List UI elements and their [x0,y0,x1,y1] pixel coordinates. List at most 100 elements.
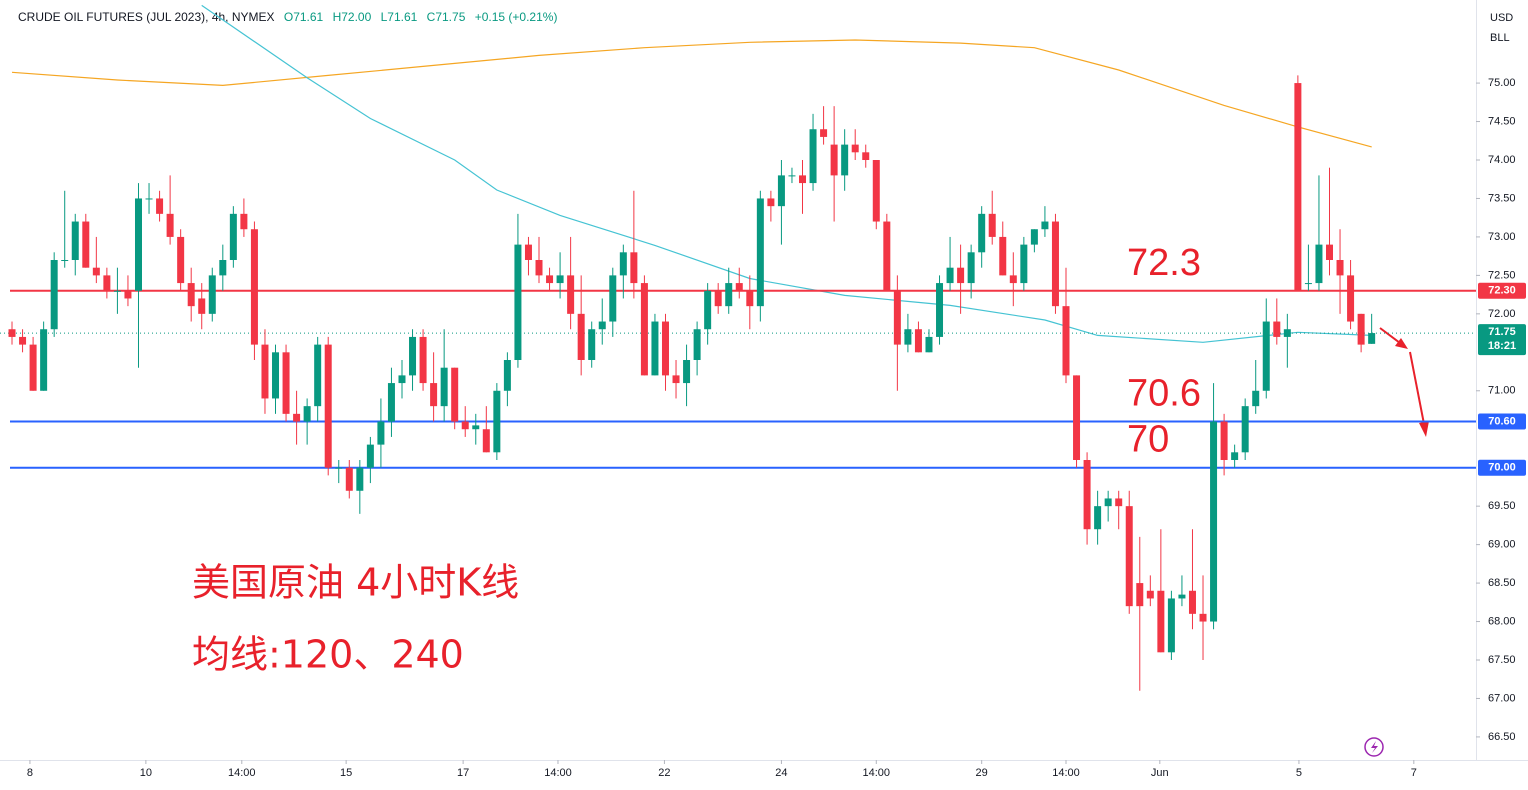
candle-body [92,267,100,276]
last-price-tag [1478,324,1526,356]
candle-body [1262,321,1270,391]
candle-body [1357,313,1365,345]
candle-body [809,129,817,184]
candle-body [29,344,37,391]
candle-body [324,344,332,468]
candle-body [683,360,691,384]
y-tick-label: 67.50 [1488,654,1516,666]
candle-body [1252,390,1260,407]
candle-body [1167,598,1175,653]
candle-body [672,375,680,384]
candle-body [777,175,785,207]
y-tick-label: 68.00 [1488,615,1516,627]
y-tick-label: 69.00 [1488,539,1516,551]
candle-body [503,360,511,391]
candle-body [820,129,828,137]
x-tick-label: 14:00 [228,767,256,779]
x-tick-label: 10 [140,767,152,779]
candle-body [936,283,944,337]
candle-body [830,144,838,176]
level-tag-label: 72.30 [1488,285,1516,297]
candle-body [767,198,775,207]
candle-body [1020,244,1028,284]
header-value: +0.15 (+0.21%) [475,10,558,24]
candle-body [187,283,195,307]
y-tick-label: 72.00 [1488,308,1516,320]
candle-body [799,175,807,184]
candle-body [577,313,585,360]
candle-body [1125,506,1133,607]
x-tick-label: 7 [1411,767,1417,779]
level-tag [1478,413,1526,430]
replay-icon[interactable] [1364,737,1384,757]
candle-body [967,252,975,284]
candle-body [1062,306,1070,376]
candle-body [862,152,870,160]
candle-body [493,390,501,453]
x-tick-label: 22 [658,767,670,779]
candle-body [978,213,986,253]
candle-body [398,375,406,384]
candle-body [651,321,659,376]
y-tick-label: 75.00 [1488,77,1516,89]
candle-body [1115,498,1123,507]
candle-body [1231,452,1239,460]
candle-body [999,236,1007,276]
arrow [1379,327,1429,437]
candle-body [619,252,627,276]
candle-body [356,467,364,491]
y-tick-label: 71.00 [1488,385,1516,397]
candle-body [240,213,248,230]
y-tick-label: 68.50 [1488,577,1516,589]
x-tick-label: 14:00 [544,767,572,779]
header-title: CRUDE OIL FUTURES (JUL 2023), 4h, NYMEX [18,10,275,24]
y-tick-label: 66.50 [1488,731,1516,743]
countdown: 18:21 [1488,340,1516,352]
candle-body [261,344,269,399]
candle-body [925,336,933,353]
candle-body [1188,590,1196,614]
candle-body [546,275,554,284]
candle-body [1336,260,1344,276]
y-tick-label: 73.50 [1488,192,1516,204]
candle-body [914,329,922,353]
unit: BLL [1490,32,1510,44]
candle-body [567,275,575,314]
y-tick-label: 67.00 [1488,692,1516,704]
candle-body [851,144,859,153]
level-tag [1478,282,1526,299]
candle-body [598,321,606,330]
candle-body [1199,613,1207,622]
candle-body [440,367,448,407]
candle-body [1146,590,1154,599]
candle-body [704,290,712,330]
candle-body [208,275,216,314]
candle-body [293,413,301,422]
candle-body [1241,406,1249,453]
candle-body [451,367,459,422]
candle-body [482,429,490,453]
candle-body [988,213,996,237]
candle-body [1051,221,1059,307]
candle-body [219,260,227,276]
candle-body [746,290,754,307]
candle-body [156,198,164,214]
candle-body [387,383,395,422]
y-tick-label: 74.00 [1488,154,1516,166]
candle-body [1094,506,1102,530]
candle-body [314,344,322,407]
x-tick-label: 17 [457,767,469,779]
candle-body [50,260,58,330]
candle-body [640,283,648,376]
candle-body [124,290,132,299]
candle-body [103,275,111,291]
candle-body [303,406,311,422]
candle-body [430,383,438,407]
candle-body [461,421,469,430]
y-tick-label: 73.00 [1488,231,1516,243]
level-label: 72.3 [1127,242,1201,284]
y-tick-label: 69.50 [1488,500,1516,512]
candle-body [1157,590,1165,653]
